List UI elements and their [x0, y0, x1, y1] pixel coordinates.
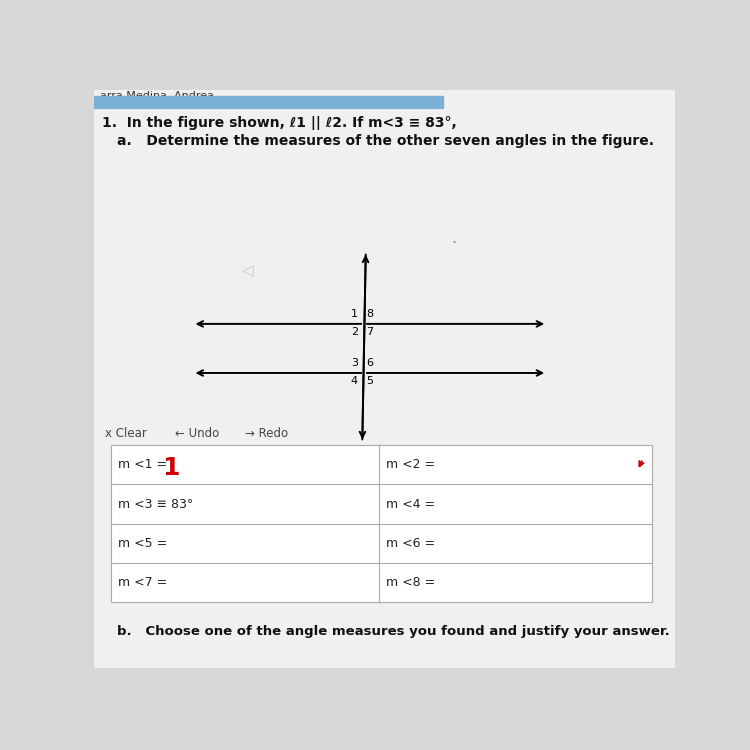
- Text: 1.  In the figure shown, ℓ1 || ℓ2. If m<3 ≡ 83°,: 1. In the figure shown, ℓ1 || ℓ2. If m<3…: [103, 116, 458, 130]
- Text: m <8 =: m <8 =: [386, 576, 435, 589]
- Bar: [111, 446, 652, 602]
- Text: x Clear: x Clear: [105, 427, 147, 440]
- Text: m <1 =: m <1 =: [118, 458, 167, 471]
- Text: a.   Determine the measures of the other seven angles in the figure.: a. Determine the measures of the other s…: [117, 134, 654, 148]
- Text: ·: ·: [452, 234, 457, 252]
- Text: 4: 4: [351, 376, 358, 386]
- Text: 2: 2: [351, 327, 358, 337]
- Text: ← Undo: ← Undo: [175, 427, 219, 440]
- Text: 8: 8: [366, 309, 374, 319]
- Text: → Redo: → Redo: [244, 427, 288, 440]
- Text: m <4 =: m <4 =: [386, 497, 435, 511]
- Text: 1: 1: [351, 309, 358, 319]
- Text: m <2 =: m <2 =: [386, 458, 435, 471]
- Text: 7: 7: [366, 327, 374, 337]
- Text: m <6 =: m <6 =: [386, 537, 435, 550]
- Text: 5: 5: [366, 376, 373, 386]
- Text: arra Medina, Andrea: arra Medina, Andrea: [100, 91, 214, 101]
- Text: b.   Choose one of the angle measures you found and justify your answer.: b. Choose one of the angle measures you …: [117, 626, 670, 638]
- Text: m <3 ≡ 83°: m <3 ≡ 83°: [118, 497, 194, 511]
- Text: m <5 =: m <5 =: [118, 537, 167, 550]
- Text: 6: 6: [366, 358, 373, 368]
- Text: m <7 =: m <7 =: [118, 576, 167, 589]
- Text: 1: 1: [162, 456, 179, 480]
- Text: ◁: ◁: [242, 262, 254, 278]
- Bar: [94, 96, 442, 109]
- Text: 3: 3: [351, 358, 358, 368]
